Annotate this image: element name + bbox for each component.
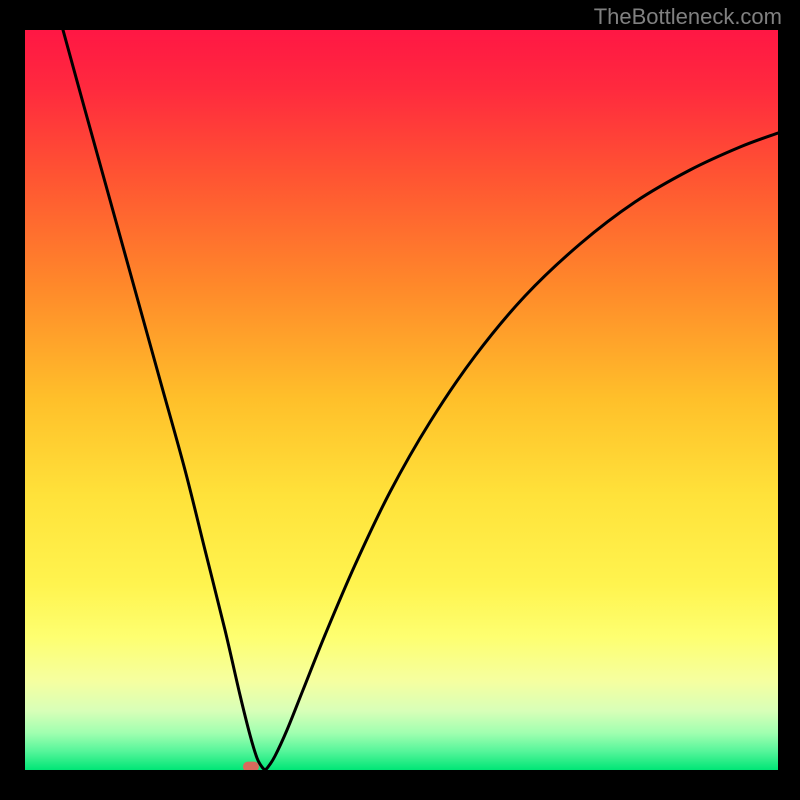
plot-area xyxy=(25,30,778,770)
watermark-text: TheBottleneck.com xyxy=(594,4,782,30)
bottleneck-chart: TheBottleneck.com xyxy=(0,0,800,800)
curve-layer xyxy=(25,30,778,770)
bottleneck-curve xyxy=(63,30,778,770)
min-marker xyxy=(243,762,259,770)
